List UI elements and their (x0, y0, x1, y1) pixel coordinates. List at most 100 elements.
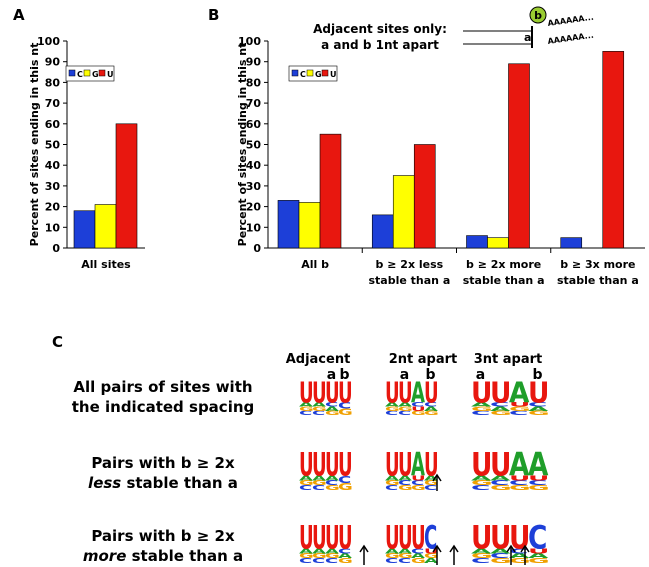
logo-letter: A (471, 401, 492, 408)
legend-label: C (77, 70, 83, 79)
logo-letter: U (325, 447, 340, 484)
logo-letter: C (385, 484, 398, 492)
logo-letter: C (471, 557, 490, 565)
logo-letter: U (424, 447, 439, 484)
y-tick-label: 30 (45, 180, 61, 193)
logo-letter: A (490, 405, 511, 412)
logo-letter: G (312, 552, 327, 560)
logo-letter: C (325, 557, 338, 565)
logo-letter: U (411, 406, 426, 412)
logo-letter: U (398, 376, 413, 409)
legend-swatch (83, 69, 91, 77)
logo-letter: A (490, 547, 511, 555)
bar (298, 202, 321, 249)
y-tick-label: 50 (246, 139, 262, 152)
logo-letter: G (398, 406, 413, 412)
logo-letter: A (312, 475, 327, 483)
legend-label: G (92, 70, 99, 79)
logo-letter: C (312, 557, 325, 565)
logo-letter: C (398, 410, 411, 416)
logo-letter: G (424, 410, 439, 416)
logo-letter: A (411, 447, 425, 484)
logo-letter: C (325, 479, 338, 487)
y-tick-label: 10 (45, 221, 61, 234)
logo-letter: A (424, 475, 439, 483)
site-label: b (532, 367, 542, 383)
logo-letter: G (312, 479, 327, 487)
site-label: b (425, 367, 435, 383)
site-label: a (476, 367, 485, 383)
logo-letter: C (385, 410, 398, 416)
logo-letter: A (398, 475, 413, 483)
logo-letter: U (325, 520, 340, 557)
logo-letter: U (509, 474, 530, 482)
legend-swatch (321, 69, 329, 77)
logo-letter: U (424, 376, 439, 409)
bar (319, 133, 342, 249)
logo-letter: U (528, 547, 549, 555)
logo-letter: G (424, 552, 439, 560)
logo-letter: C (385, 557, 398, 565)
logo-letter: C (312, 484, 325, 492)
panel-label: C (52, 333, 63, 351)
x-tick-label: b ≥ 2x more stable than a (462, 258, 545, 287)
bar (392, 175, 415, 249)
logo-letter: C (398, 479, 411, 487)
logo-letter: A (490, 474, 511, 482)
logo-letter: U (312, 447, 327, 484)
logo-letter: G (509, 405, 531, 412)
logo-letter: U (424, 548, 439, 556)
y-tick-label: 30 (246, 180, 262, 193)
row-label-emphasis: more (83, 547, 127, 565)
logo-letter: G (385, 552, 400, 560)
logo-letter: G (528, 557, 550, 565)
y-tick-label: 60 (246, 118, 262, 131)
logo-letter: G (424, 479, 439, 487)
logo-letter: A (528, 552, 549, 560)
site-b-circle (529, 6, 547, 24)
logo-letter: U (490, 519, 511, 556)
arrow-head (449, 544, 459, 553)
logo-letter: A (312, 548, 327, 556)
logo-letter: A (299, 548, 314, 556)
column-header: 3nt apart (474, 352, 543, 367)
row-label-rest: stable than a (126, 547, 243, 565)
logo-letter: G (509, 557, 531, 565)
logo-letter: C (411, 548, 424, 556)
logo-letter: C (338, 548, 351, 556)
y-axis-label: Percent of sites ending in this nt (28, 43, 41, 247)
logo-letter: C (424, 484, 437, 492)
arrow-head (520, 544, 530, 553)
row-label: Pairs with b ≥ 2x (91, 527, 235, 545)
logo-letter: G (338, 481, 353, 493)
logo-letter: G (385, 406, 400, 412)
column-header: Adjacent (286, 352, 351, 367)
logo-letter: C (424, 402, 437, 408)
bar (94, 204, 117, 249)
y-tick-label: 70 (45, 97, 61, 110)
logo-letter: C (299, 557, 312, 565)
logo-letter: A (528, 446, 549, 483)
logo-letter: U (471, 378, 492, 410)
bar (560, 237, 583, 249)
logo-letter: C (471, 484, 490, 492)
logo-letter: A (299, 402, 314, 408)
logo-letter: U (490, 446, 511, 483)
y-tick-label: 80 (45, 76, 61, 89)
logo-letter: A (325, 548, 340, 556)
logo-letter: U (325, 376, 340, 409)
logo-letter: G (299, 552, 314, 560)
logo-letter: G (528, 484, 550, 492)
logo-letter: C (398, 557, 411, 565)
logo-letter: G (299, 406, 314, 412)
logo-letter: U (299, 447, 314, 484)
legend-swatch (98, 69, 106, 77)
logo-letter: U (299, 376, 314, 409)
logo-letter: U (411, 520, 426, 557)
logo-letter: C (528, 401, 547, 408)
logo-letter: G (528, 410, 550, 417)
logo-letter: G (490, 557, 512, 565)
logo-letter: G (471, 552, 493, 560)
